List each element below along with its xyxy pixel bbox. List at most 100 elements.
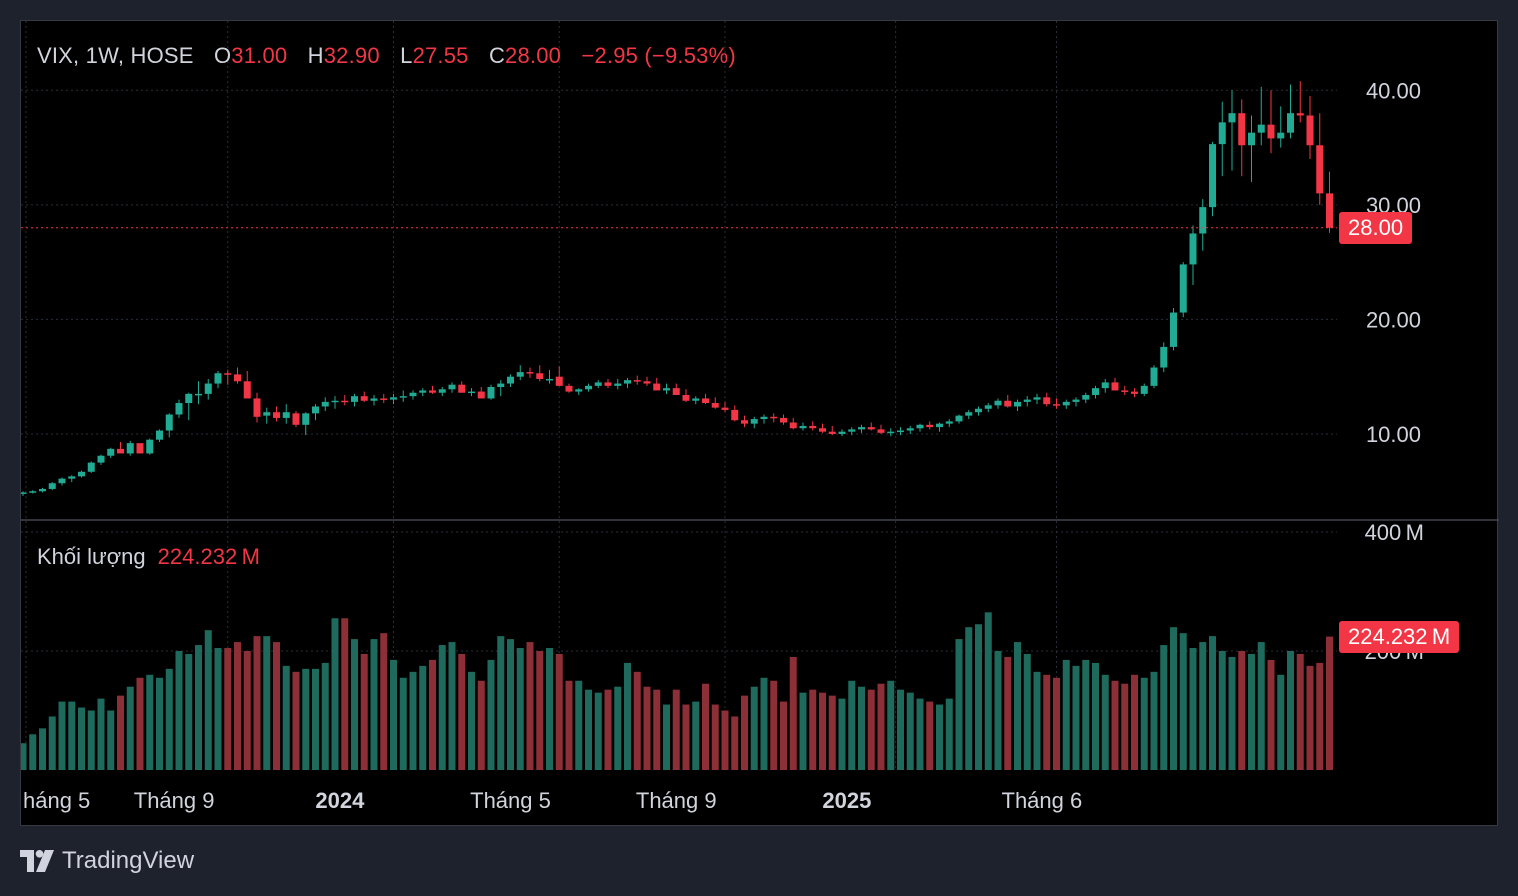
volume-bar [341, 618, 349, 770]
volume-bar [926, 701, 934, 770]
volume-bar [360, 653, 368, 770]
volume-bar [1296, 653, 1304, 770]
volume-bar [175, 651, 183, 770]
volume-bar [906, 692, 914, 770]
volume-bar [224, 648, 232, 770]
candle-body [1131, 391, 1138, 394]
volume-bar [1062, 659, 1070, 770]
candle-body [136, 443, 144, 454]
candle-body [575, 389, 583, 392]
price-tick-label: 40.00 [1366, 78, 1421, 103]
candle-body [819, 428, 826, 432]
volume-bar [1053, 677, 1060, 770]
candle-body [1209, 144, 1216, 208]
candle-body [1121, 390, 1129, 392]
volume-bar [331, 618, 339, 770]
volume-bar [477, 680, 485, 770]
tradingview-logo[interactable]: TradingView [20, 845, 194, 877]
volume-bar [204, 630, 212, 770]
candle-body [429, 390, 436, 393]
candle-body [234, 374, 241, 382]
candle-body [1004, 400, 1012, 407]
volume-bar [1170, 627, 1177, 770]
volume-bar [575, 680, 583, 770]
candle-body [926, 424, 934, 428]
candle-body [292, 413, 300, 425]
candle-body [341, 400, 349, 403]
candle-body [468, 391, 475, 394]
volume-bar [1257, 642, 1265, 770]
candle-body [1306, 115, 1314, 146]
volume-bar [770, 680, 778, 770]
candle-body [390, 397, 397, 400]
candle-body [594, 382, 602, 386]
candle-body [497, 383, 505, 387]
legend-symbol: VIX, 1W, HOSE [37, 43, 194, 68]
legend-close-label: C [488, 43, 506, 68]
volume-bar [653, 689, 661, 770]
volume-bar [1072, 665, 1080, 770]
candle-body [273, 412, 280, 418]
candle-body [1218, 122, 1226, 145]
volume-bar [234, 642, 241, 770]
candle-body [975, 408, 982, 413]
volume-bar [419, 665, 427, 770]
candle-body [877, 429, 885, 433]
volume-bar [916, 698, 924, 770]
candle-body [555, 376, 563, 386]
candle-body [741, 420, 748, 424]
candle-body [68, 476, 76, 479]
candle-body [1277, 132, 1285, 139]
volume-legend: Khối lượng 224.232 M [37, 544, 260, 570]
candle-body [906, 428, 914, 431]
volume-bar [984, 612, 992, 770]
volume-bar [29, 734, 37, 770]
volume-bar [887, 680, 895, 770]
volume-bar [731, 716, 739, 770]
volume-bar [702, 683, 709, 770]
candle-body [58, 478, 66, 484]
candle-body [1267, 124, 1275, 139]
candle-body [955, 415, 963, 422]
volume-bar [146, 674, 154, 770]
candle-body [1033, 397, 1041, 400]
volume-bar [565, 680, 573, 770]
volume-bar [1043, 674, 1051, 770]
candle-body [1111, 382, 1119, 391]
volume-bar [136, 677, 144, 770]
candle-body [312, 406, 319, 414]
volume-bar [1326, 636, 1333, 770]
volume-bar [663, 704, 670, 770]
candle-body [721, 407, 729, 410]
volume-bar [975, 624, 982, 770]
volume-bar [516, 648, 524, 770]
volume-bar [292, 671, 300, 770]
candle-body [789, 422, 797, 429]
candle-body [887, 431, 895, 434]
candle-body [604, 382, 612, 386]
candle-body [487, 387, 495, 399]
candle-body [848, 429, 856, 432]
volume-bar [458, 653, 466, 770]
legend-high-label: H [307, 43, 324, 68]
volume-bar [302, 668, 310, 770]
candle-body [253, 398, 261, 417]
candle-body [1257, 124, 1265, 133]
volume-bar [1267, 659, 1275, 770]
candle-body [750, 419, 758, 424]
volume-bar [409, 671, 417, 770]
candle-body [399, 396, 407, 398]
candle-body [994, 400, 1002, 406]
candle-body [536, 373, 544, 379]
volume-bar [165, 668, 173, 770]
candle-body [1179, 264, 1187, 313]
candle-body [409, 392, 417, 397]
volume-bar [526, 642, 534, 770]
time-tick-label: Tháng 9 [134, 788, 215, 813]
volume-bar [253, 636, 261, 770]
volume-bar [721, 710, 729, 770]
volume-bar [1287, 651, 1294, 770]
candle-body [916, 424, 924, 429]
